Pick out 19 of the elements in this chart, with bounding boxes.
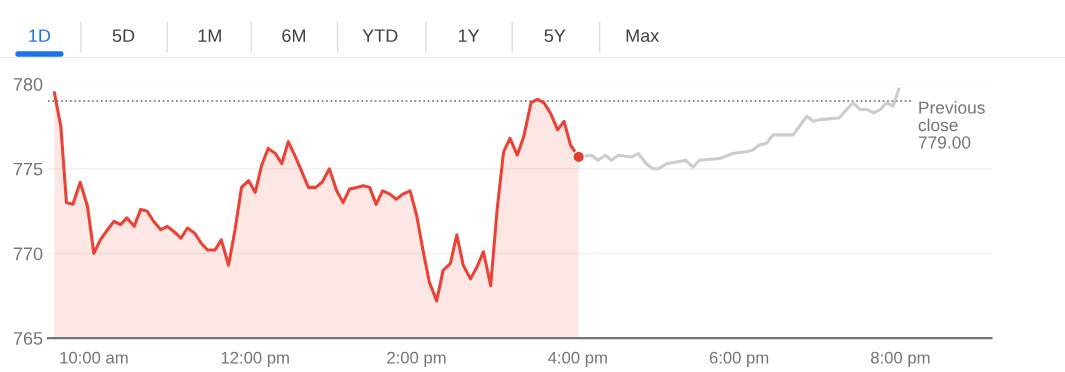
y-tick-label: 775 (13, 162, 43, 176)
text: 6M (282, 29, 305, 43)
text: 1D (29, 29, 51, 42)
text: YTD (362, 29, 398, 42)
text: 5Y (544, 29, 566, 43)
x-tick-label: 12:00 pm (221, 351, 289, 367)
x-tick-label: 8:00 pm (871, 351, 930, 367)
text: 5D (112, 29, 135, 43)
text: 1M (198, 29, 221, 42)
x-tick-label: 4:00 pm (548, 351, 607, 367)
y-tick-label: 780 (13, 78, 43, 91)
x-tick-label: 10:00 am (60, 351, 128, 364)
y-tick-label: 765 (13, 332, 43, 345)
y-tick-label: 770 (13, 247, 43, 261)
ref-line-label: Previous close 779.00 (918, 101, 985, 149)
text: 1Y (458, 29, 480, 42)
x-tick-label: 2:00 pm (387, 351, 446, 367)
text: Max (626, 29, 660, 43)
x-tick-label: 6:00 pm (709, 351, 769, 367)
